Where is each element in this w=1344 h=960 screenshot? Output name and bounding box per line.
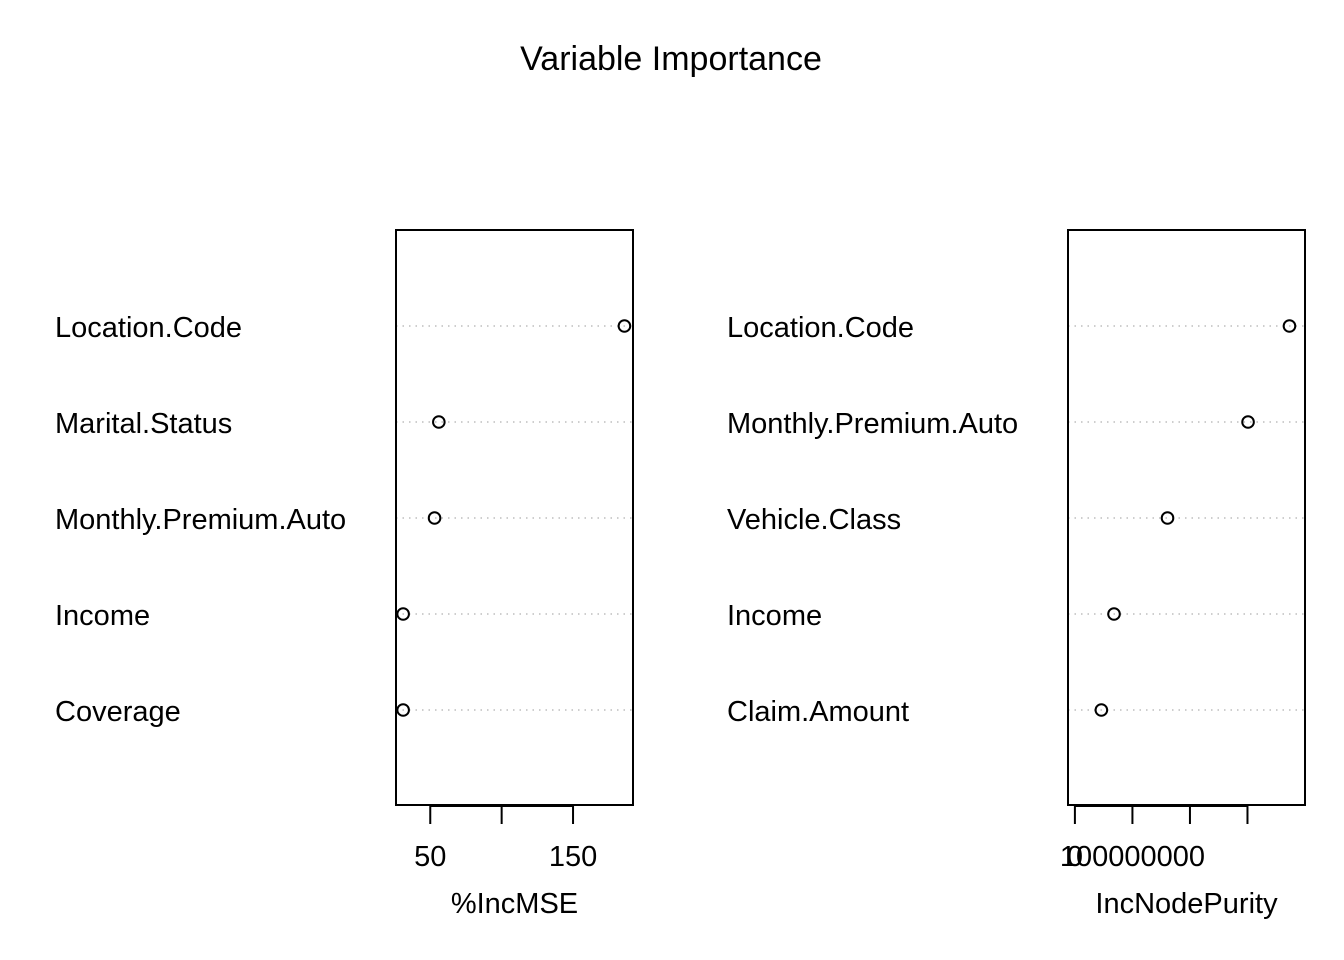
- x-axis-label: %IncMSE: [451, 888, 578, 920]
- category-label: Income: [727, 600, 822, 632]
- category-label: Claim.Amount: [727, 696, 909, 728]
- category-label: Monthly.Premium.Auto: [727, 408, 1018, 440]
- data-point: [1094, 703, 1109, 717]
- x-axis-label: IncNodePurity: [1095, 888, 1278, 920]
- category-label: Coverage: [55, 696, 181, 728]
- data-point: [427, 511, 442, 525]
- category-label: Location.Code: [55, 312, 242, 344]
- data-point: [432, 415, 446, 429]
- category-label: Location.Code: [727, 312, 914, 344]
- data-point: [1107, 607, 1121, 621]
- data-point: [1282, 319, 1297, 333]
- x-tick-label: 0: [1067, 841, 1083, 873]
- data-point: [1160, 511, 1175, 525]
- data-point: [396, 607, 410, 621]
- category-label: Income: [55, 600, 150, 632]
- data-point: [1241, 415, 1255, 429]
- x-tick-label: 100000000: [1060, 841, 1205, 873]
- x-tick-label: 150: [549, 841, 597, 873]
- category-label: Monthly.Premium.Auto: [55, 504, 346, 536]
- category-label: Vehicle.Class: [727, 504, 901, 536]
- data-point: [617, 319, 632, 333]
- plot-panel-2: Location.Code Monthly.Premium.Auto Vehicle…: [727, 229, 1306, 920]
- x-tick-label: 50: [414, 841, 446, 873]
- data-point: [396, 703, 410, 717]
- plot-panel-1: Location.Code Marital.Status Monthly.Premi…: [55, 229, 634, 920]
- plot-panels: Location.Code Marital.Status Monthly.Premi…: [55, 229, 1306, 920]
- category-label: Marital.Status: [55, 408, 232, 440]
- chart-title: Variable Importance: [520, 40, 822, 78]
